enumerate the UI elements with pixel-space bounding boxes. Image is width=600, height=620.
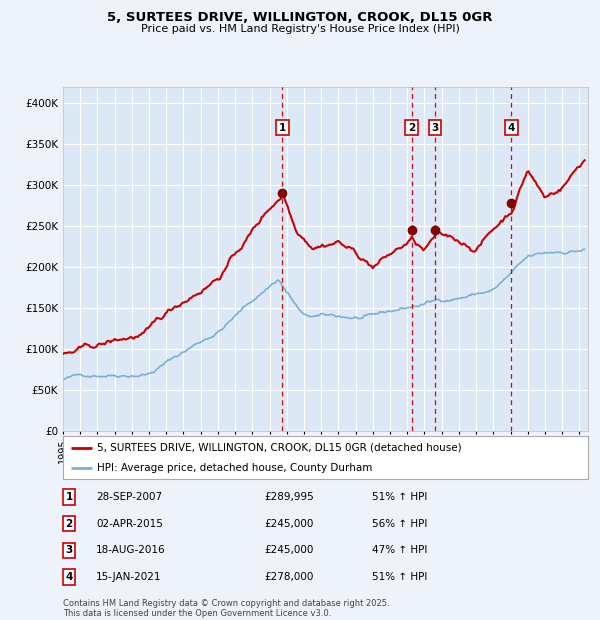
Text: 02-APR-2015: 02-APR-2015 [96,518,163,529]
Text: £245,000: £245,000 [264,545,313,556]
Text: 2: 2 [65,518,73,529]
Text: 56% ↑ HPI: 56% ↑ HPI [372,518,427,529]
Text: 2: 2 [408,123,415,133]
Text: 5, SURTEES DRIVE, WILLINGTON, CROOK, DL15 0GR (detached house): 5, SURTEES DRIVE, WILLINGTON, CROOK, DL1… [97,443,462,453]
Text: £289,995: £289,995 [264,492,314,502]
Text: This data is licensed under the Open Government Licence v3.0.: This data is licensed under the Open Gov… [63,609,331,618]
Text: 4: 4 [508,123,515,133]
Text: £278,000: £278,000 [264,572,313,582]
Text: 47% ↑ HPI: 47% ↑ HPI [372,545,427,556]
Text: 5, SURTEES DRIVE, WILLINGTON, CROOK, DL15 0GR: 5, SURTEES DRIVE, WILLINGTON, CROOK, DL1… [107,11,493,24]
Text: 1: 1 [279,123,286,133]
Text: 3: 3 [431,123,439,133]
Text: 4: 4 [65,572,73,582]
Text: 3: 3 [65,545,73,556]
Text: 1: 1 [65,492,73,502]
Text: 51% ↑ HPI: 51% ↑ HPI [372,572,427,582]
Text: £245,000: £245,000 [264,518,313,529]
Text: 28-SEP-2007: 28-SEP-2007 [96,492,162,502]
Text: 15-JAN-2021: 15-JAN-2021 [96,572,161,582]
Text: Contains HM Land Registry data © Crown copyright and database right 2025.: Contains HM Land Registry data © Crown c… [63,599,389,608]
Text: HPI: Average price, detached house, County Durham: HPI: Average price, detached house, Coun… [97,463,373,473]
Text: 51% ↑ HPI: 51% ↑ HPI [372,492,427,502]
Text: Price paid vs. HM Land Registry's House Price Index (HPI): Price paid vs. HM Land Registry's House … [140,24,460,33]
Text: 18-AUG-2016: 18-AUG-2016 [96,545,166,556]
